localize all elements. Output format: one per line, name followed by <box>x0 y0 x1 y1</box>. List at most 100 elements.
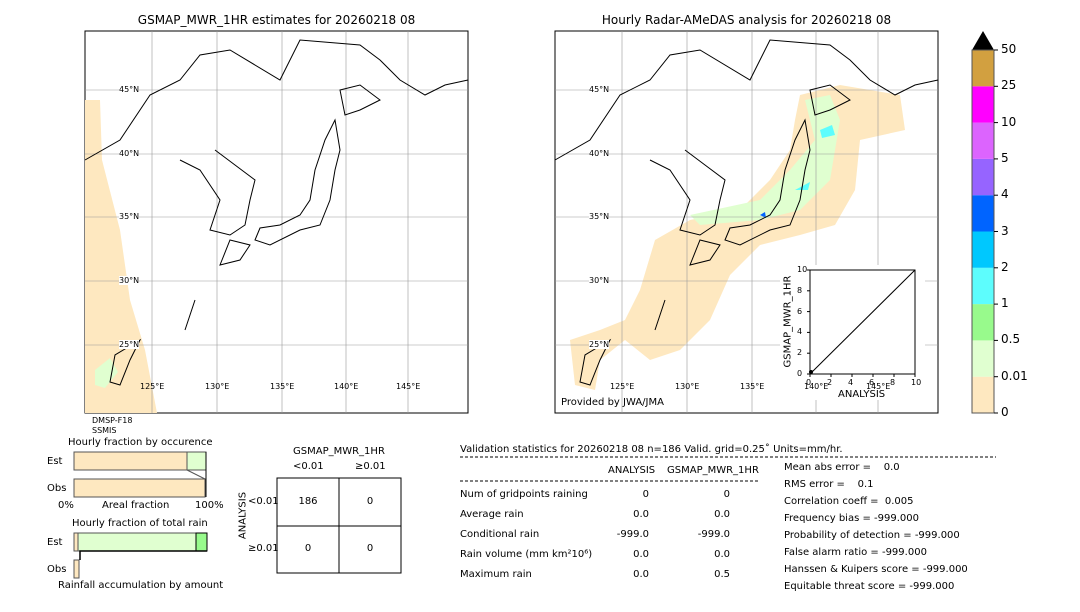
validation-col-gsmap: GSMAP_MWR_1HR <box>667 465 759 476</box>
total-rain-est-label: Est <box>47 537 63 548</box>
cell-false-alarm: 0 <box>366 496 374 507</box>
colorbar-segment <box>972 122 994 159</box>
validation-analysis-value: 0 <box>642 489 649 500</box>
lat-label: 25°N <box>589 340 610 349</box>
validation-score: False alarm ratio = -999.000 <box>784 547 927 558</box>
occurrence-x1: 100% <box>195 500 224 511</box>
lon-label: 135°E <box>740 382 765 391</box>
colorbar-extend-arrow <box>972 31 994 50</box>
left-map-title: GSMAP_MWR_1HR estimates for 20260218 08 <box>137 13 416 27</box>
validation-score: Mean abs error = 0.0 <box>784 462 900 473</box>
colorbar-tick-label: 10 <box>1001 114 1017 129</box>
lat-label: 35°N <box>119 212 140 221</box>
total-rain-title: Hourly fraction of total rain <box>72 518 208 529</box>
validation-score: Probability of detection = -999.000 <box>784 530 960 541</box>
colorbar-segment <box>972 376 994 413</box>
total-rain-footer: Rainfall accumulation by amount <box>58 580 224 591</box>
inset-ytick-label: 10 <box>797 265 808 274</box>
colorbar-tick-label: 1 <box>1001 296 1009 311</box>
colorbar-tick-label: 25 <box>1001 78 1017 93</box>
lat-label: 30°N <box>589 276 610 285</box>
lon-label: 135°E <box>270 382 295 391</box>
occurrence-title: Hourly fraction by occurence <box>68 437 213 448</box>
inset-ytick-label: 6 <box>797 306 803 316</box>
contingency-grid <box>276 477 402 574</box>
inset-ytick-label: 2 <box>797 348 803 358</box>
colorbar-segment <box>972 195 994 232</box>
contingency-col-1: ≥0.01 <box>355 461 386 472</box>
inset-xtick-label: 8 <box>890 378 896 387</box>
inset-ytick-label: 8 <box>797 285 803 295</box>
sensor-instrument: SSMIS <box>92 426 117 435</box>
validation-score: Correlation coeff = 0.005 <box>784 496 914 507</box>
total-rain-obs-label: Obs <box>47 564 67 575</box>
contingency-row-0: <0.01 <box>248 496 279 507</box>
validation-row-label: Num of gridpoints raining <box>460 489 588 500</box>
validation-col-analysis: ANALYSIS <box>608 465 656 476</box>
validation-row-label: Maximum rain <box>460 569 532 580</box>
colorbar-tick-label: 5 <box>1001 150 1009 165</box>
contingency-col-0: <0.01 <box>293 461 324 472</box>
lon-label: 145°E <box>866 382 891 391</box>
inset-xtick-label: 10 <box>911 378 922 387</box>
validation-score: RMS error = 0.1 <box>784 479 874 490</box>
colorbar-tick-label: 2 <box>1001 259 1009 274</box>
occurrence-xlabel: Areal fraction <box>102 500 170 511</box>
inset-diagonal <box>809 269 916 375</box>
right-map <box>554 30 939 414</box>
validation-score: Equitable threat score = -999.000 <box>784 581 955 592</box>
sensor-name: DMSP-F18 <box>92 416 133 425</box>
colorbar-tick-label: 3 <box>1001 223 1009 238</box>
contingency-title: GSMAP_MWR_1HR <box>293 446 385 457</box>
inset-ytick-label: 0 <box>797 369 803 378</box>
lat-label: 35°N <box>589 212 610 221</box>
contingency-ylabel: ANALYSIS <box>237 491 249 540</box>
inset-ytick-label: 4 <box>797 327 803 337</box>
contingency-row-1: ≥0.01 <box>248 543 279 554</box>
colorbar-segment <box>972 340 994 377</box>
colorbar-tick-label: 0.5 <box>1001 332 1021 347</box>
colorbar-segment <box>972 86 994 123</box>
colorbar-tick-label: 4 <box>1001 187 1009 202</box>
validation-score: Frequency bias = -999.000 <box>784 513 919 524</box>
lon-label: 140°E <box>334 382 359 391</box>
inset-xtick-label: 0 <box>806 378 812 387</box>
inset-point <box>809 370 813 374</box>
validation-analysis-value: -999.0 <box>616 529 649 540</box>
lat-label: 30°N <box>119 276 140 285</box>
colorbar <box>971 31 998 414</box>
validation-score: Hanssen & Kuipers score = -999.000 <box>784 564 968 575</box>
data-credit: Provided by JWA/JMA <box>561 397 664 408</box>
inset-ylabel: GSMAP_MWR_1HR <box>782 275 794 368</box>
lon-label: 130°E <box>205 382 230 391</box>
validation-gsmap-value: 0.0 <box>714 549 730 560</box>
inset-xtick-label: 6 <box>869 378 875 387</box>
inset-xtick-label: 2 <box>827 378 833 387</box>
validation-gsmap-value: -999.0 <box>697 529 730 540</box>
inset-xlabel: ANALYSIS <box>838 389 886 400</box>
lat-label: 45°N <box>119 85 140 94</box>
right-map-title: Hourly Radar-AMeDAS analysis for 2026021… <box>601 13 892 27</box>
lon-label: 130°E <box>675 382 700 391</box>
colorbar-tick-label: 0.01 <box>1001 368 1028 383</box>
colorbar-segment <box>972 158 994 196</box>
colorbar-tick-label: 50 <box>1001 42 1017 56</box>
lat-label: 25°N <box>119 340 140 349</box>
left-map-rain-area <box>85 100 157 413</box>
inset-xtick-label: 4 <box>848 378 854 387</box>
left-map-coastline <box>84 39 469 386</box>
lon-label: 145°E <box>396 382 421 391</box>
lon-label: 125°E <box>610 382 635 391</box>
occurrence-x0: 0% <box>58 500 74 511</box>
colorbar-segment <box>972 231 994 268</box>
validation-gsmap-value: 0.5 <box>714 569 730 580</box>
lat-label: 40°N <box>589 149 610 158</box>
validation-row-label: Average rain <box>460 509 524 520</box>
lat-label: 45°N <box>589 85 610 94</box>
lon-label: 140°E <box>804 382 829 391</box>
left-map <box>84 30 469 414</box>
colorbar-tick-label: 0 <box>1001 405 1009 419</box>
validation-header: Validation statistics for 20260218 08 n=… <box>460 444 843 455</box>
colorbar-segment <box>972 50 994 87</box>
